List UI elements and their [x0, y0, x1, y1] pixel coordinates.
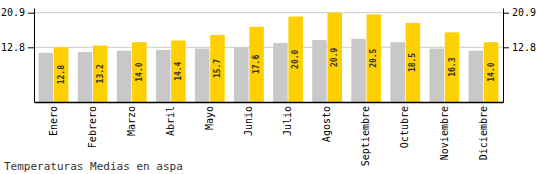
- bar: [445, 32, 459, 102]
- data-label: 16.3: [448, 57, 457, 76]
- bar: [406, 23, 420, 102]
- x-axis: Enero Febrero Marzo Abril Mayo Junio Julio Agos…: [35, 103, 504, 167]
- bar: [469, 51, 483, 102]
- x-tick: Diciembre: [478, 106, 489, 160]
- y-axis: 12.8 20.9: [1, 7, 35, 102]
- bar-series: [54, 13, 498, 102]
- bar: [288, 17, 302, 102]
- bar: [234, 47, 248, 102]
- y2-tick-label: 12.8: [512, 42, 536, 53]
- bar: [351, 39, 365, 102]
- x-tick: Junio: [243, 106, 254, 136]
- x-tick: Julio: [282, 106, 293, 136]
- x-tick: Septiembre: [360, 106, 371, 166]
- data-label: 20.5: [369, 48, 378, 67]
- data-label: 14.0: [487, 62, 496, 81]
- bar: [273, 43, 287, 102]
- data-labels: 12.8 13.2 14.0 14.4 15.7 17.6 20.0 20.9 20.5 18.5…: [57, 48, 496, 85]
- y-tick: 20.9: [1, 7, 34, 18]
- x-tick: Noviembre: [439, 106, 450, 160]
- x-tick: Febrero: [87, 106, 98, 148]
- x-tick: Enero: [48, 106, 59, 136]
- bar: [78, 52, 92, 102]
- x-tick: Abril: [165, 106, 176, 136]
- x-tick: Mayo: [204, 106, 215, 130]
- y-tick-label: 12.8: [1, 42, 25, 53]
- bar: [54, 47, 68, 102]
- data-label: 12.8: [57, 65, 66, 84]
- grid: [34, 13, 503, 48]
- bars: [39, 13, 499, 102]
- grid-line: [34, 12, 503, 13]
- bar: [390, 42, 404, 102]
- x-tick-label: Junio: [243, 106, 254, 136]
- x-tick-label: Septiembre: [360, 106, 371, 166]
- x-tick-label: Abril: [165, 106, 176, 136]
- x-tick-label: Febrero: [87, 106, 98, 148]
- bar: [117, 51, 131, 102]
- y-tick-mark: [28, 47, 34, 48]
- x-axis-line: [35, 102, 504, 104]
- y-tick-label: 20.9: [1, 7, 25, 18]
- y2-tick: 12.8: [503, 42, 536, 53]
- data-label: 14.4: [174, 61, 183, 80]
- x-tick-label: Enero: [48, 106, 59, 136]
- x-tick-label: Marzo: [126, 106, 137, 136]
- bar: [132, 42, 146, 102]
- x-tick-label: Julio: [282, 106, 293, 136]
- x-tick-label: Diciembre: [478, 106, 489, 160]
- x-tick: Marzo: [126, 106, 137, 136]
- bar: [156, 50, 170, 102]
- title: Temperaturas Medias en aspa: [4, 160, 183, 173]
- y-axis-line: [34, 9, 35, 103]
- y-tick: 12.8: [1, 42, 34, 53]
- x-tick: Agosto: [321, 106, 332, 142]
- bar: [249, 27, 263, 102]
- data-label: 17.6: [252, 55, 261, 74]
- bar: [93, 46, 107, 102]
- bar: [171, 40, 185, 102]
- y2-axis: 12.8 20.9: [503, 7, 536, 102]
- x-tick-label: Noviembre: [439, 106, 450, 160]
- bar: [367, 14, 381, 102]
- y2-tick-mark: [503, 47, 509, 48]
- y2-tick-label: 20.9: [512, 7, 536, 18]
- data-label: 14.0: [135, 62, 144, 81]
- data-label: 20.0: [291, 49, 300, 68]
- bar: [328, 13, 342, 102]
- x-tick-label: Mayo: [204, 106, 215, 130]
- chart: 12.8 13.2 14.0 14.4 15.7 17.6 20.0 20.9 20.5 18.5…: [0, 0, 537, 174]
- y2-tick: 20.9: [503, 7, 536, 18]
- bar: [39, 53, 53, 102]
- bar: [210, 35, 224, 102]
- data-label: 20.9: [330, 48, 339, 67]
- y-tick-mark: [28, 13, 34, 14]
- x-tick-label: Octubre: [399, 106, 410, 148]
- y2-tick-mark: [503, 13, 509, 14]
- data-label: 13.2: [96, 64, 105, 83]
- plot: 12.8 13.2 14.0 14.4 15.7 17.6 20.0 20.9 20.5 18.5…: [1, 7, 536, 166]
- data-label: 18.5: [408, 53, 417, 72]
- x-tick-label: Agosto: [321, 106, 332, 142]
- bar: [484, 42, 498, 102]
- y2-axis-line: [503, 9, 504, 103]
- bar: [312, 40, 326, 102]
- data-label: 15.7: [213, 59, 222, 78]
- x-tick: Octubre: [399, 106, 410, 148]
- bar: [195, 49, 209, 102]
- bar: [430, 49, 444, 102]
